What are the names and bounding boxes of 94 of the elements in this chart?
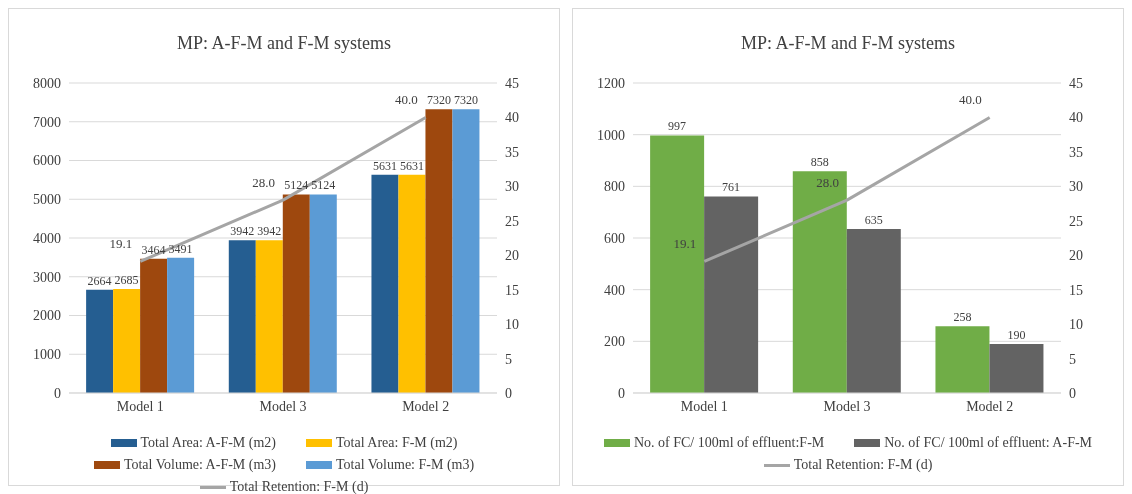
y2-tick-label: 40	[1069, 110, 1083, 126]
bar	[309, 194, 337, 393]
y2-tick-label: 10	[1069, 317, 1083, 333]
y-tick-label: 3000	[33, 269, 61, 285]
y2-tick-label: 25	[505, 213, 519, 229]
data-label: 3464	[141, 242, 166, 257]
chart-title: MP: A-F-M and F-M systems	[740, 33, 956, 55]
bar	[704, 196, 759, 393]
data-label: 3491	[168, 241, 193, 256]
y2-tick-label: 15	[1069, 282, 1083, 298]
data-label: 635	[864, 212, 883, 227]
data-label: 5631	[372, 158, 397, 173]
y2-tick-label: 0	[505, 385, 512, 401]
legend-label: Total Retention: F-M (d)	[228, 479, 369, 494]
bar	[140, 258, 168, 393]
data-label: 2664	[87, 273, 112, 288]
y2-tick-label: 35	[505, 144, 519, 160]
data-label: 2685	[114, 272, 139, 287]
data-label: 190	[1007, 327, 1026, 342]
legend-label: Total Volume: A-F-M (m3)	[122, 457, 276, 473]
y-tick-label: 6000	[33, 153, 61, 169]
y-tick-label: 1200	[597, 75, 625, 91]
bar	[425, 109, 453, 393]
y2-tick-label: 45	[505, 75, 519, 91]
y2-tick-label: 30	[1069, 179, 1083, 195]
data-label: 19.1	[673, 236, 697, 252]
y-tick-label: 5000	[33, 192, 61, 208]
legend-label: Total Volume: F-M (m3)	[335, 457, 475, 473]
bar	[86, 289, 114, 393]
bar	[113, 288, 141, 393]
legend-label: Total Retention: F-M (d)	[792, 457, 933, 473]
y-tick-label: 4000	[33, 230, 61, 246]
data-label: 858	[810, 155, 829, 170]
data-label: 3942	[230, 224, 255, 239]
data-label: 3942	[257, 224, 282, 239]
data-label: 28.0	[252, 174, 275, 190]
y2-tick-label: 10	[505, 317, 519, 333]
data-label: 5631	[399, 158, 424, 173]
x-tick-label: Model 1	[116, 398, 164, 414]
y2-tick-label: 45	[1069, 75, 1083, 91]
y2-tick-label: 20	[505, 248, 519, 264]
y-tick-label: 1000	[597, 127, 625, 143]
bar	[371, 174, 399, 393]
data-label: 28.0	[816, 174, 839, 190]
bar	[452, 109, 480, 393]
y2-tick-label: 15	[505, 282, 519, 298]
y2-tick-label: 0	[1069, 385, 1076, 401]
bar	[989, 343, 1044, 393]
y-tick-label: 0	[618, 385, 625, 401]
bar	[167, 257, 195, 393]
x-tick-label: Model 1	[680, 398, 728, 414]
y2-tick-label: 25	[1069, 213, 1083, 229]
y-tick-label: 600	[604, 230, 625, 246]
x-tick-label: Model 3	[259, 398, 307, 414]
bar	[935, 326, 990, 393]
legend-label: No. of FC/ 100ml of effluent:F-M	[632, 435, 825, 451]
y-tick-label: 7000	[33, 114, 61, 130]
data-label: 997	[668, 119, 687, 134]
data-label: 19.1	[109, 236, 133, 252]
data-label: 7320	[426, 93, 451, 108]
data-label: 5124	[284, 178, 309, 193]
y-tick-label: 0	[54, 385, 61, 401]
legend-label: Total Area: A-F-M (m2)	[139, 435, 276, 451]
y2-tick-label: 5	[1069, 351, 1076, 367]
data-label: 7320	[453, 93, 478, 108]
y2-tick-label: 20	[1069, 248, 1083, 264]
data-label: 5124	[311, 178, 336, 193]
legend-label: Total Area: F-M (m2)	[335, 435, 458, 451]
y2-tick-label: 5	[505, 351, 512, 367]
y-tick-label: 2000	[33, 308, 61, 324]
data-label: 258	[953, 310, 972, 325]
data-label: 40.0	[958, 92, 982, 108]
legend-label: No. of FC/ 100ml of effluent: A-F-M	[883, 435, 1093, 451]
data-label: 761	[722, 180, 741, 195]
bar	[792, 171, 847, 393]
bar	[650, 135, 705, 393]
chart-title: MP: A-F-M and F-M systems	[176, 33, 392, 55]
y2-tick-label: 30	[505, 179, 519, 195]
bar	[398, 174, 426, 393]
y-tick-label: 200	[604, 334, 625, 350]
bar	[282, 194, 310, 393]
y2-tick-label: 35	[1069, 144, 1083, 160]
y-tick-label: 8000	[33, 75, 61, 91]
bar	[255, 240, 283, 393]
x-tick-label: Model 2	[402, 398, 450, 414]
y-tick-label: 1000	[33, 347, 61, 363]
y-tick-label: 400	[604, 282, 625, 298]
y-tick-label: 800	[604, 179, 625, 195]
bar	[846, 228, 901, 393]
bar	[228, 240, 256, 393]
x-tick-label: Model 2	[966, 398, 1014, 414]
y2-tick-label: 40	[505, 110, 519, 126]
data-label: 40.0	[394, 92, 418, 108]
x-tick-label: Model 3	[823, 398, 871, 414]
